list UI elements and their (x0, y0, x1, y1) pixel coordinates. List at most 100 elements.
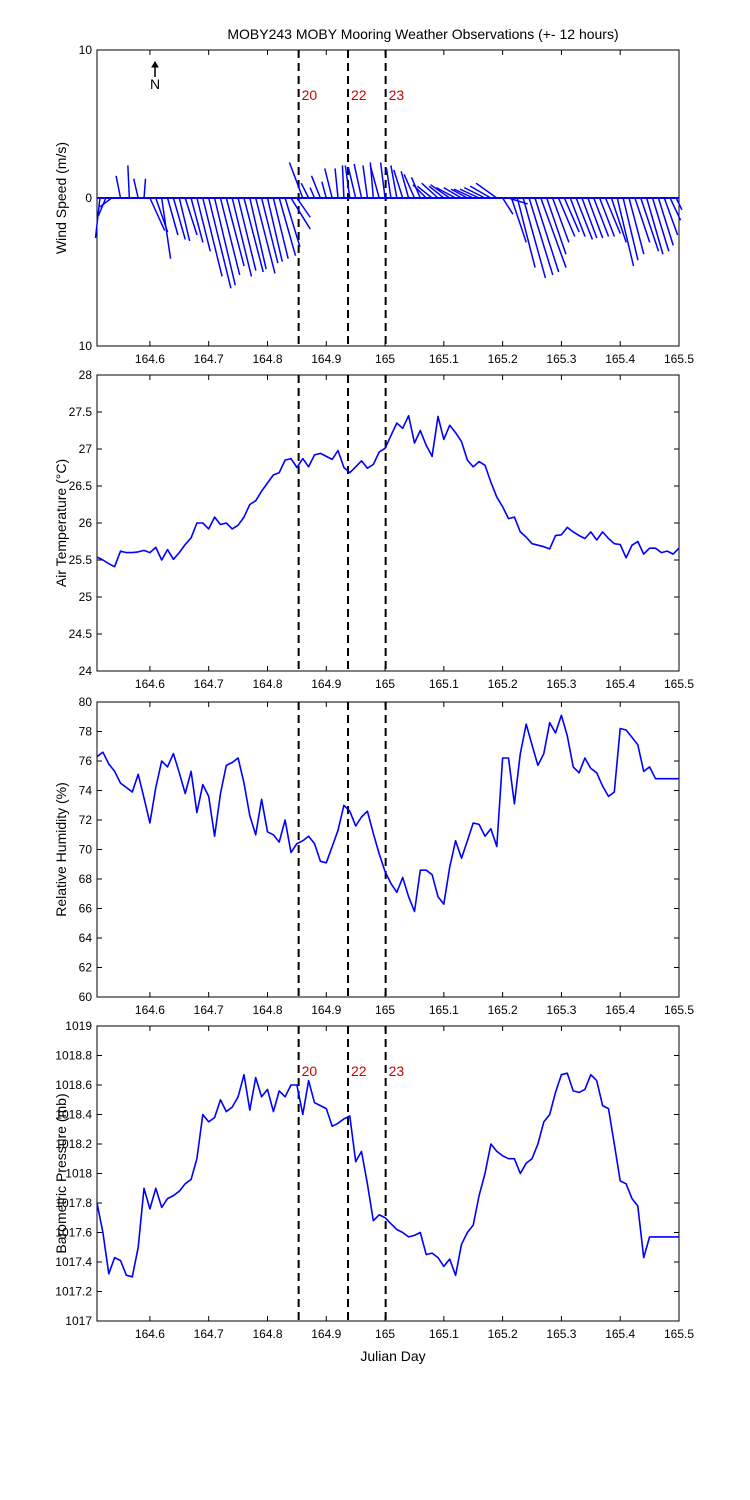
y-tick-label: 10 (79, 339, 93, 353)
wind-vector (540, 197, 567, 268)
wind-vector (347, 166, 357, 199)
wind-vector (219, 197, 241, 276)
wind-vector (393, 169, 404, 199)
wind-vector (184, 197, 198, 236)
wind-vector (362, 165, 369, 199)
wind-vector (645, 197, 664, 255)
north-label: N (150, 76, 160, 92)
y-tick-label: 26 (79, 516, 93, 530)
plot-frame (96, 701, 680, 998)
x-tick-label: 165.4 (605, 1327, 635, 1341)
wind-vector (459, 188, 480, 199)
wind-vector (266, 197, 284, 262)
x-tick-label: 164.7 (194, 352, 224, 366)
y-tick-label: 1018.2 (55, 1137, 92, 1151)
y-axis-label: Air Temperature (°C) (53, 459, 69, 587)
wind-vector (622, 197, 639, 261)
wind-vector (379, 162, 386, 199)
wind-vector (160, 197, 172, 259)
y-tick-label: 80 (79, 695, 93, 709)
wind-vector (166, 197, 179, 236)
x-tick-label: 164.9 (311, 1327, 341, 1341)
wind-vector (149, 197, 166, 231)
y-tick-label: 62 (79, 961, 93, 975)
x-tick-label: 165.3 (546, 352, 576, 366)
wind-vector (231, 197, 253, 277)
wind-vector (178, 197, 191, 242)
wind-vector (534, 197, 560, 273)
wind-vector (213, 197, 237, 286)
wind-vector (143, 178, 147, 199)
x-tick-label: 164.8 (252, 1327, 282, 1341)
wind-vector (604, 197, 622, 234)
wind-vector (288, 162, 304, 199)
wind-vector (443, 186, 462, 199)
wind-vector (296, 197, 311, 218)
wind-vector (390, 165, 398, 199)
y-tick-label: 1017.4 (55, 1255, 92, 1269)
y-tick-label: 1018.8 (55, 1049, 92, 1063)
panel-air_temperature: 164.6 164.7 164.8 164.9 165 165.1 165.2 165.3 16… (53, 368, 694, 691)
figure-title: MOBY243 MOBY Mooring Weather Observation… (227, 26, 618, 42)
y-tick-label: 70 (79, 843, 93, 857)
wind-vector (557, 197, 576, 237)
wind-vector (94, 197, 101, 239)
wind-vector (400, 171, 410, 199)
wind-vector (115, 175, 122, 199)
y-tick-label: 60 (79, 990, 93, 1004)
wind-vector (132, 178, 139, 199)
y-tick-label: 1018.6 (55, 1078, 92, 1092)
wind-vector (412, 184, 427, 199)
wind-vector (249, 197, 267, 270)
x-tick-label: 165.3 (546, 1327, 576, 1341)
wind-vector (421, 182, 439, 199)
y-tick-label: 1017.6 (55, 1226, 92, 1240)
wind-vector (628, 197, 645, 255)
wind-vector (675, 197, 683, 211)
y-tick-label: 1018.4 (55, 1108, 92, 1122)
x-tick-label: 164.6 (135, 352, 165, 366)
x-tick-label: 165 (375, 1327, 395, 1341)
x-tick-label: 165.3 (546, 677, 576, 691)
wind-vector (334, 168, 339, 199)
wind-vector (593, 197, 610, 237)
x-tick-label: 164.8 (252, 1003, 282, 1017)
y-tick-label: 10 (79, 43, 93, 57)
wind-vector (453, 188, 474, 199)
wind-vector (341, 165, 345, 199)
series-line-relative_humidity (96, 714, 679, 913)
x-tick-label: 164.6 (135, 1003, 165, 1017)
panel-relative_humidity: 164.6 164.7 164.8 164.9 165 165.1 165.2 165.3 16… (53, 695, 694, 1017)
wind-vector (243, 197, 264, 273)
x-tick-label: 165.1 (429, 1003, 459, 1017)
panel-barometric_pressure: 164.6 164.7 164.8 164.9 165 165.1 165.2 165.3 16… (53, 1019, 694, 1341)
series-line-air_temperature (96, 414, 680, 568)
wind-vector (324, 168, 333, 199)
wind-vector (463, 186, 486, 199)
wind-vector (546, 197, 567, 255)
x-tick-label: 165.1 (429, 677, 459, 691)
marker-label-23: 23 (389, 1063, 405, 1079)
wind-vector (196, 197, 211, 252)
y-tick-label: 1018 (65, 1167, 92, 1181)
y-tick-label: 0 (85, 191, 92, 205)
y-axis-label: Wind Speed (m/s) (53, 142, 69, 254)
wind-vector (225, 197, 245, 267)
wind-vector (516, 197, 536, 268)
y-tick-label: 24.5 (69, 627, 93, 641)
y-tick-label: 25.5 (69, 553, 93, 567)
x-tick-label: 165.4 (605, 677, 635, 691)
wind-vector (300, 182, 310, 199)
wind-vector (657, 197, 674, 246)
series-line-barometric_pressure (96, 1072, 679, 1278)
y-tick-label: 1017.2 (55, 1285, 92, 1299)
y-tick-label: 78 (79, 725, 93, 739)
wind-vector (272, 197, 289, 259)
wind-vector (663, 197, 679, 236)
y-tick-label: 64 (79, 931, 93, 945)
wind-vector (353, 163, 363, 199)
wind-vector (575, 197, 594, 240)
wind-vector (202, 197, 223, 277)
wind-vector (587, 197, 604, 239)
y-axis-label: Barometric Pressure (mb) (53, 1093, 69, 1253)
